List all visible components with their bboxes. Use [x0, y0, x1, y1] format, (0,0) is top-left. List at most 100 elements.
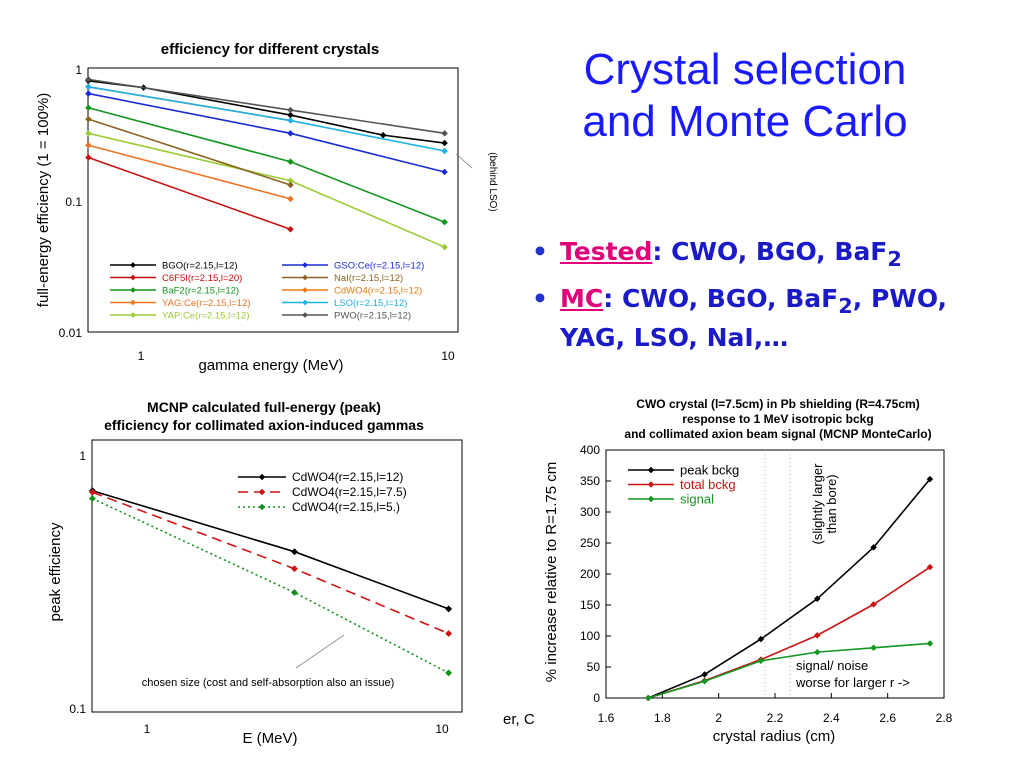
chart3-xlabel: crystal radius (cm)	[713, 728, 836, 745]
chart3-ytick-label-7: 350	[580, 474, 600, 488]
crystal-efficiency-chart: efficiency for different crystals 1 0.1 …	[35, 41, 498, 374]
chart3-annotation-sn: signal/ noise	[796, 658, 868, 673]
chart3-point-2-0	[644, 694, 652, 702]
chart1-point-8-1	[287, 117, 294, 124]
chart1-legend-label-1: C6F5I(r=2.15,l=20)	[162, 273, 242, 284]
chart2-annotation-arrow	[295, 634, 345, 669]
chart1-legend-marker-3	[130, 299, 136, 306]
chart1-legend-marker-1	[130, 274, 136, 281]
chart3-point-1-3	[813, 632, 821, 639]
chart1-point-4-2	[441, 243, 448, 251]
chart1-title: efficiency for different crystals	[161, 41, 379, 58]
chart1-legend-marker-6	[302, 274, 308, 281]
chart2-xtick-10: 10	[435, 722, 449, 736]
chart1-point-1-0	[85, 154, 92, 161]
chart3-point-0-5	[926, 475, 934, 483]
chart3-xtick-label-1: 1.8	[654, 711, 671, 725]
chart1-point-1-1	[287, 225, 294, 233]
chart1-point-2-1	[287, 158, 294, 166]
chart2-point-1-1	[290, 565, 299, 573]
chart1-point-3-1	[287, 195, 294, 203]
chart2-point-0-2	[445, 605, 453, 613]
bullet-mc-tail: , PWO, YAG, LSO, NaI,…	[560, 284, 948, 352]
chart1-point-4-0	[85, 129, 92, 137]
chart2-point-2-0	[88, 494, 96, 503]
chart2-point-2-2	[445, 669, 453, 677]
chart1-ytick-0.1: 0.1	[65, 195, 82, 209]
chart3-legend-label-1: total bckg	[680, 477, 736, 492]
chart1-point-9-1	[287, 106, 294, 114]
chart3-series-line-2	[648, 642, 930, 699]
chart2-legend-marker-1	[258, 488, 266, 496]
chart1-xlabel: gamma energy (MeV)	[198, 357, 343, 374]
chart1-ytick-1: 1	[75, 63, 82, 77]
chart1-series-line-4	[88, 132, 445, 248]
chart1-annotation-behind-lso: (behind LSO)	[487, 152, 498, 211]
chart3-xtick-label-6: 2.8	[936, 711, 953, 725]
chart1-legend-label-0: BGO(r=2.15,l=12)	[162, 261, 238, 272]
chart3-legend-marker-1	[647, 481, 655, 488]
chart1-point-2-2	[441, 218, 448, 226]
bullet-mc: • MC: CWO, BGO, BaF2, PWO, YAG, LSO, NaI…	[528, 283, 1018, 353]
bullet-tested-text: CWO, BGO, BaF	[662, 237, 888, 266]
chart1-point-6-0	[85, 115, 92, 123]
chart1-legend-label-6: NaI(r=2.15,l=12)	[334, 273, 403, 284]
chart1-legend-marker-8	[302, 299, 308, 306]
chart1-point-5-2	[441, 168, 448, 176]
chart3-ytick-label-4: 200	[580, 567, 600, 581]
chart3-point-2-5	[926, 640, 934, 647]
chart2-point-2-1	[290, 588, 299, 597]
chart1-point-3-0	[85, 141, 92, 149]
bullet-tested-sep: :	[652, 237, 663, 266]
chart1-legend-marker-4	[130, 312, 136, 318]
chart1-point-5-0	[85, 90, 92, 97]
chart3-annotation-bore: than bore)	[824, 474, 839, 533]
cwo-radius-chart: CWO crystal (l=7.5cm) in Pb shielding (R…	[543, 397, 953, 745]
chart3-ylabel: % increase relative to R=1.75 cm	[543, 462, 560, 683]
mcnp-peak-efficiency-chart: MCNP calculated full-energy (peak) effic…	[47, 399, 463, 747]
chart2-legend-label-2: CdWO4(r=2.15,l=5.)	[292, 500, 400, 514]
chart3-ytick-label-0: 0	[593, 691, 600, 705]
chart3-point-2-2	[757, 657, 765, 665]
chart2-ytick-0.1: 0.1	[69, 702, 86, 716]
chart3-xtick-label-0: 1.6	[598, 711, 615, 725]
chart3-ytick-label-3: 150	[580, 598, 600, 612]
stray-text: er, C	[503, 711, 535, 728]
chart3-subtitle-line2: and collimated axion beam signal (MCNP M…	[624, 427, 931, 441]
chart1-series-line-3	[88, 144, 291, 200]
bullet-tested: • Tested: CWO, BGO, BaF2	[528, 236, 1018, 275]
chart1-point-8-0	[85, 83, 92, 91]
chart1-plot-frame	[87, 67, 459, 333]
bullet-mc-key: MC	[560, 284, 604, 313]
chart1-point-6-1	[287, 181, 294, 189]
chart2-legend-marker-0	[258, 473, 266, 481]
chart2-legend-label-1: CdWO4(r=2.15,l=7.5)	[292, 485, 407, 499]
chart3-ytick-label-6: 300	[580, 505, 600, 519]
chart1-legend-label-7: CdWO4(r=2.15,l=12)	[334, 286, 422, 297]
chart2-xlabel: E (MeV)	[242, 730, 297, 747]
chart3-ytick-label-8: 400	[580, 443, 600, 457]
chart2-point-0-1	[290, 548, 299, 556]
chart3-point-1-4	[870, 601, 877, 608]
chart2-ytick-1: 1	[79, 449, 86, 463]
chart2-annotation: chosen size (cost and self-absorption al…	[142, 677, 395, 689]
chart3-point-2-1	[701, 677, 708, 685]
chart1-legend-box	[104, 255, 430, 322]
chart2-legend-label-0: CdWO4(r=2.15,l=12)	[292, 470, 403, 484]
chart1-xtick-1: 1	[138, 349, 145, 363]
chart1-point-2-0	[85, 104, 92, 112]
bullet-dot: •	[532, 237, 548, 266]
chart1-series-line-0	[88, 79, 445, 144]
chart3-point-0-2	[757, 635, 765, 643]
chart1-legend-label-2: BaF2(r=2.15,l=12)	[162, 286, 239, 297]
bullet-list: • Tested: CWO, BGO, BaF2 • MC: CWO, BGO,…	[528, 236, 1018, 361]
chart1-series-line-1	[88, 156, 291, 231]
chart1-legend-marker-0	[130, 262, 136, 268]
slide-title-line2: and Monte Carlo	[582, 97, 908, 146]
chart1-point-0-3	[379, 131, 387, 139]
chart3-series-line-0	[647, 478, 931, 699]
chart1-legend-label-8: LSO(r=2.15,l=12)	[334, 298, 407, 309]
chart1-xtick-10: 10	[441, 349, 455, 363]
chart3-annotation-larger: (slightly larger	[810, 463, 825, 545]
